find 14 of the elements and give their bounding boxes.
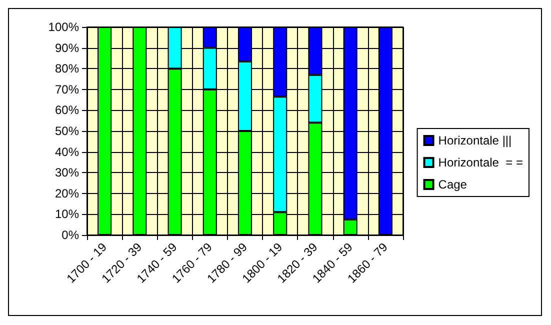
y-tick-label: 40% bbox=[54, 144, 80, 159]
legend-label: Cage bbox=[438, 178, 468, 192]
y-tick-label: 70% bbox=[54, 82, 80, 96]
legend-label: Horizontale = = bbox=[438, 156, 524, 170]
y-tick-label: 50% bbox=[54, 124, 80, 138]
y-tick-label: 0% bbox=[62, 228, 80, 242]
y-tick-label: 30% bbox=[54, 166, 80, 180]
y-tick-label: 20% bbox=[54, 186, 80, 200]
y-tick-label: 90% bbox=[54, 40, 80, 55]
y-tick-label: 10% bbox=[54, 207, 80, 222]
y-tick-label: 80% bbox=[54, 62, 80, 76]
y-tick-label: 60% bbox=[54, 103, 80, 118]
y-tick-label: 100% bbox=[48, 20, 80, 34]
legend-label: Horizontale ||| bbox=[438, 134, 512, 148]
